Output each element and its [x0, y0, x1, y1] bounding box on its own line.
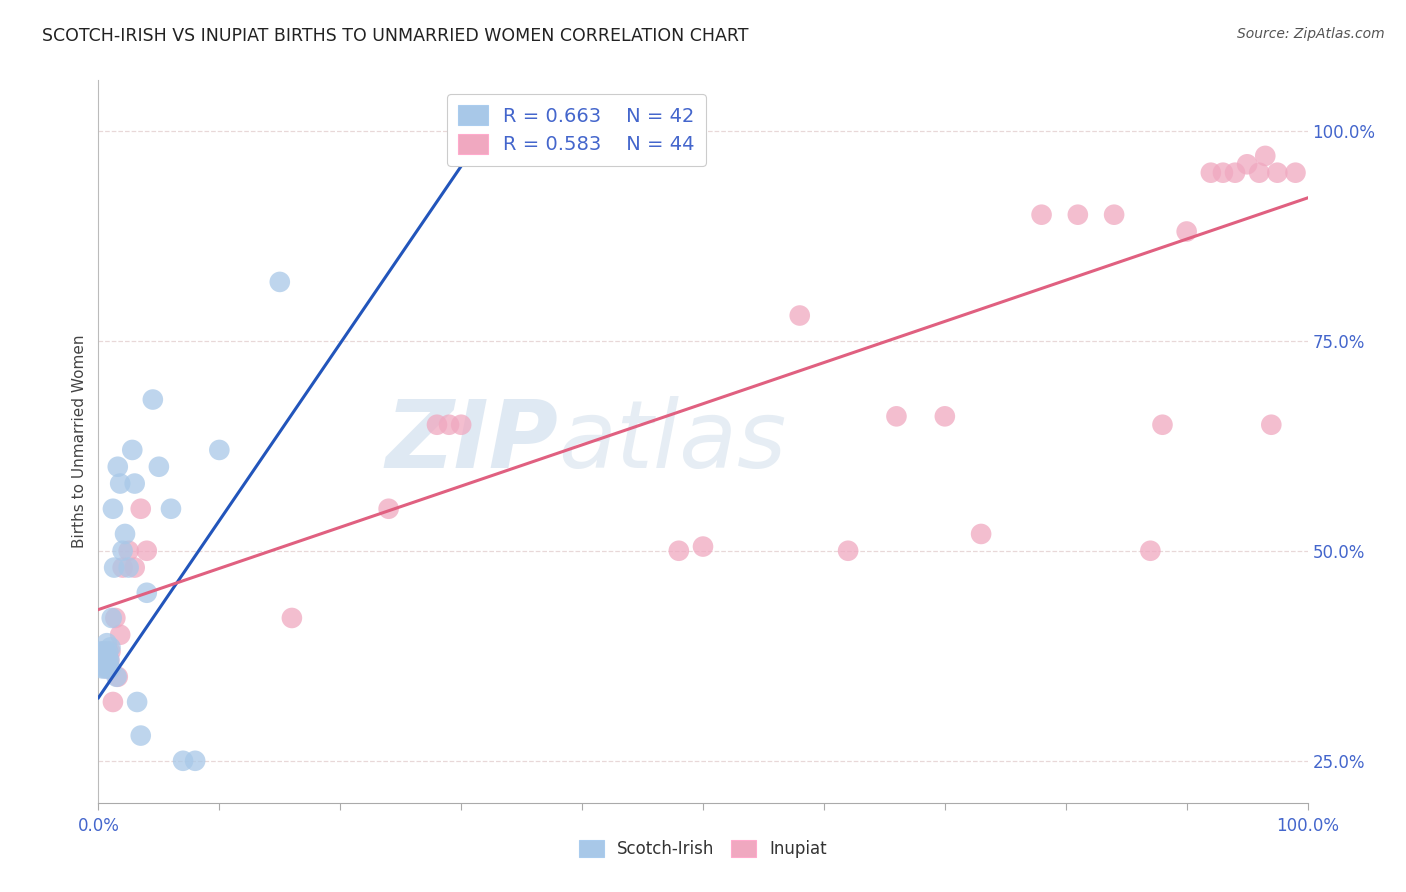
- Point: [91, 644, 114, 658]
- Point: [100, 640, 122, 655]
- Point: [1260, 417, 1282, 432]
- Point: [934, 409, 956, 424]
- Point: [970, 527, 993, 541]
- Point: [114, 527, 136, 541]
- Point: [1067, 208, 1090, 222]
- Point: [103, 560, 125, 574]
- Point: [142, 392, 165, 407]
- Point: [91, 648, 114, 663]
- Point: [1249, 166, 1271, 180]
- Point: [1212, 166, 1234, 180]
- Point: [89, 657, 111, 672]
- Point: [94, 653, 117, 667]
- Point: [100, 661, 122, 675]
- Point: [1199, 166, 1222, 180]
- Point: [1139, 543, 1161, 558]
- Point: [124, 476, 146, 491]
- Point: [886, 409, 908, 424]
- Point: [1223, 166, 1246, 180]
- Point: [97, 653, 120, 667]
- Point: [94, 644, 117, 658]
- Point: [91, 653, 114, 667]
- Point: [1152, 417, 1174, 432]
- Point: [108, 476, 131, 491]
- Point: [91, 644, 114, 658]
- Point: [98, 653, 121, 667]
- Point: [437, 417, 460, 432]
- Point: [91, 661, 114, 675]
- Point: [101, 695, 124, 709]
- Point: [96, 648, 118, 663]
- Point: [124, 560, 146, 574]
- Text: SCOTCH-IRISH VS INUPIAT BIRTHS TO UNMARRIED WOMEN CORRELATION CHART: SCOTCH-IRISH VS INUPIAT BIRTHS TO UNMARR…: [42, 27, 748, 45]
- Point: [1236, 157, 1258, 171]
- Point: [90, 644, 112, 658]
- Point: [281, 611, 304, 625]
- Point: [789, 309, 811, 323]
- Point: [1267, 166, 1289, 180]
- Point: [426, 417, 449, 432]
- Point: [97, 644, 120, 658]
- Y-axis label: Births to Unmarried Women: Births to Unmarried Women: [72, 334, 87, 549]
- Point: [135, 586, 157, 600]
- Point: [100, 611, 122, 625]
- Point: [172, 754, 194, 768]
- Point: [100, 644, 122, 658]
- Point: [450, 417, 472, 432]
- Point: [96, 636, 118, 650]
- Point: [269, 275, 291, 289]
- Point: [107, 670, 129, 684]
- Point: [1102, 208, 1125, 222]
- Point: [94, 653, 117, 667]
- Point: [127, 695, 149, 709]
- Point: [1031, 208, 1053, 222]
- Point: [135, 543, 157, 558]
- Point: [101, 501, 124, 516]
- Point: [89, 657, 111, 672]
- Point: [108, 628, 131, 642]
- Point: [91, 648, 114, 663]
- Point: [837, 543, 859, 558]
- Legend: Scotch-Irish, Inupiat: Scotch-Irish, Inupiat: [571, 832, 835, 867]
- Point: [1284, 166, 1306, 180]
- Text: Source: ZipAtlas.com: Source: ZipAtlas.com: [1237, 27, 1385, 41]
- Point: [668, 543, 690, 558]
- Point: [111, 543, 134, 558]
- Point: [118, 560, 141, 574]
- Point: [474, 124, 496, 138]
- Point: [208, 442, 231, 457]
- Point: [160, 501, 183, 516]
- Point: [692, 540, 714, 554]
- Point: [129, 729, 152, 743]
- Point: [96, 661, 118, 675]
- Point: [90, 653, 112, 667]
- Point: [121, 442, 143, 457]
- Point: [107, 459, 129, 474]
- Point: [377, 501, 399, 516]
- Point: [104, 611, 127, 625]
- Point: [97, 644, 120, 658]
- Point: [118, 543, 141, 558]
- Point: [148, 459, 170, 474]
- Point: [105, 670, 128, 684]
- Point: [111, 560, 134, 574]
- Point: [184, 754, 207, 768]
- Text: ZIP: ZIP: [385, 395, 558, 488]
- Point: [129, 501, 152, 516]
- Point: [93, 644, 115, 658]
- Point: [1175, 225, 1198, 239]
- Point: [98, 653, 121, 667]
- Point: [93, 661, 115, 675]
- Text: atlas: atlas: [558, 396, 786, 487]
- Point: [89, 648, 111, 663]
- Point: [1254, 149, 1277, 163]
- Point: [96, 661, 118, 675]
